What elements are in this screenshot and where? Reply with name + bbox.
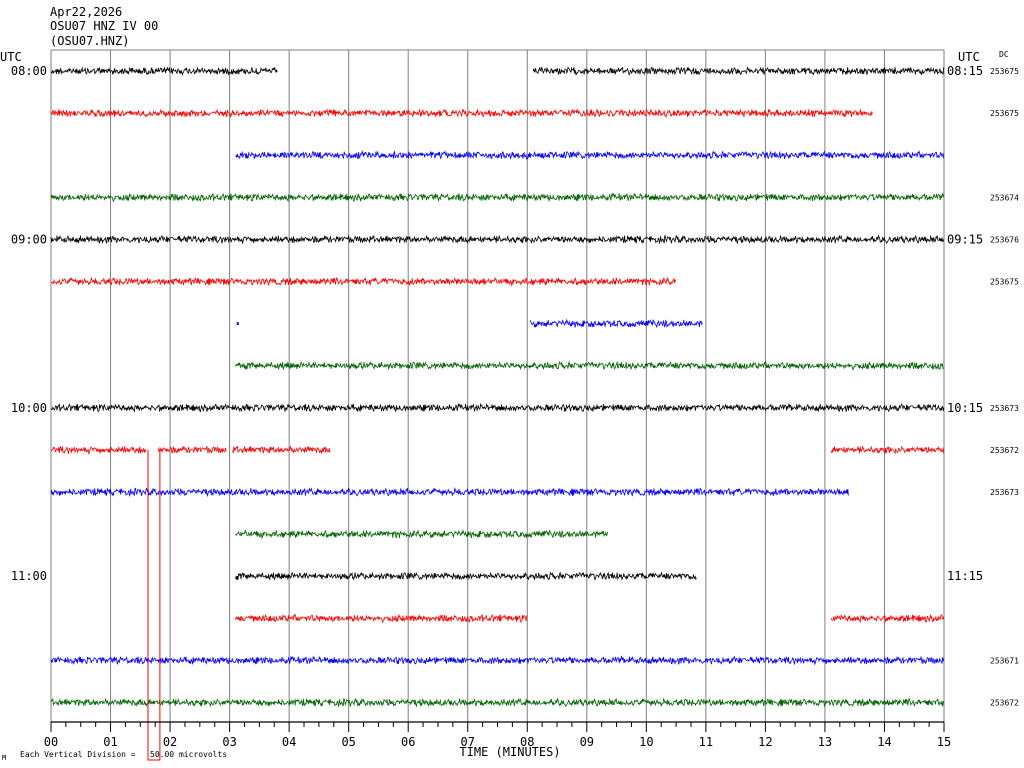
dc-label-row-4: 253676 (990, 235, 1019, 244)
left-time-label-0800: 08:00 (11, 64, 47, 78)
trace-row-9-seg-2 (232, 445, 331, 455)
trace-row-3-seg-0 (50, 192, 945, 203)
trace-row-1-seg-0 (50, 108, 873, 119)
x-axis-title: TIME (MINUTES) (459, 745, 560, 759)
seismic-traces (50, 66, 945, 708)
trace-row-13-seg-1 (830, 614, 945, 624)
trace-row-0-seg-0 (50, 66, 278, 76)
dc-label-row-14: 253671 (990, 656, 1019, 665)
trace-row-13-seg-0 (235, 613, 528, 624)
footer-scale-text: Each Vertical Division = 50.00 microvolt… (20, 750, 227, 759)
dc-offset-labels: 253675 253675 253674 253676 253675 253673 2536… (990, 67, 1019, 708)
dc-label-row-1: 253675 (990, 109, 1019, 118)
x-tick-label-05: 05 (341, 735, 355, 749)
x-tick-label-03: 03 (222, 735, 236, 749)
trace-row-0-seg-1 (532, 66, 944, 76)
right-time-labels: 08:15 09:15 10:15 11:15 (947, 64, 983, 583)
x-tick-label-01: 01 (103, 735, 117, 749)
trace-row-8-seg-0 (50, 402, 945, 413)
dot-row-6 (236, 322, 239, 326)
x-tick-label-09: 09 (580, 735, 594, 749)
spike-row-9 (147, 449, 161, 761)
left-time-labels: 08:00 09:00 10:00 11:00 (11, 64, 47, 583)
trace-row-9-seg-0 (50, 445, 147, 455)
time-axis: 00 01 02 03 04 05 06 07 08 09 10 11 12 13 14 15 (44, 721, 951, 749)
left-timezone-label: UTC (0, 50, 22, 64)
trace-row-10-seg-0 (50, 486, 849, 498)
trace-row-6-seg-0 (529, 318, 703, 329)
trace-row-2-seg-0 (235, 150, 944, 160)
x-tick-label-10: 10 (639, 735, 653, 749)
left-time-label-1100: 11:00 (11, 569, 47, 583)
dc-label-row-3: 253674 (990, 193, 1019, 202)
trace-row-9-seg-1 (157, 445, 227, 454)
header-channel: (OSU07.HNZ) (50, 34, 129, 48)
x-tick-label-08: 08 (520, 735, 534, 749)
left-time-label-0900: 09:00 (11, 232, 47, 246)
x-tick-label-02: 02 (163, 735, 177, 749)
right-time-label-1115: 11:15 (947, 569, 983, 583)
right-timezone-label: UTC (958, 50, 980, 64)
dc-label-row-10: 253673 (990, 488, 1019, 497)
trace-row-9-seg-3 (830, 445, 945, 455)
dc-label-row-15: 253672 (990, 699, 1019, 708)
left-time-label-1000: 10:00 (11, 401, 47, 415)
footer-mark: M (2, 754, 6, 762)
header-date: Apr22,2026 (50, 5, 122, 19)
dc-label-row-8: 253673 (990, 404, 1019, 413)
x-tick-label-14: 14 (877, 735, 891, 749)
x-tick-label-06: 06 (401, 735, 415, 749)
trace-row-14-seg-0 (50, 655, 945, 666)
dc-header-label: DC (999, 50, 1009, 59)
x-tick-label-13: 13 (818, 735, 832, 749)
x-tick-label-15: 15 (937, 735, 951, 749)
dc-label-row-0: 253675 (990, 67, 1019, 76)
dc-label-row-9: 253672 (990, 446, 1019, 455)
trace-row-12-seg-0 (235, 571, 697, 581)
minute-gridlines (50, 49, 945, 722)
right-time-label-1015: 10:15 (947, 401, 983, 415)
right-time-label-0915: 09:15 (947, 232, 983, 246)
x-tick-label-07: 07 (461, 735, 475, 749)
right-time-label-0815: 08:15 (947, 64, 983, 78)
x-tick-label-00: 00 (44, 735, 58, 749)
dc-label-row-5: 253675 (990, 278, 1019, 287)
trace-row-4-seg-0 (50, 234, 945, 245)
trace-row-7-seg-0 (235, 360, 944, 371)
trace-row-15-seg-0 (50, 697, 945, 708)
x-tick-label-12: 12 (758, 735, 772, 749)
header-station: OSU07 HNZ IV 00 (50, 19, 158, 33)
trace-row-5-seg-0 (50, 276, 676, 287)
x-tick-label-11: 11 (699, 735, 713, 749)
trace-row-11-seg-0 (235, 528, 608, 540)
x-tick-label-04: 04 (282, 735, 296, 749)
trace-annotations (147, 322, 239, 761)
